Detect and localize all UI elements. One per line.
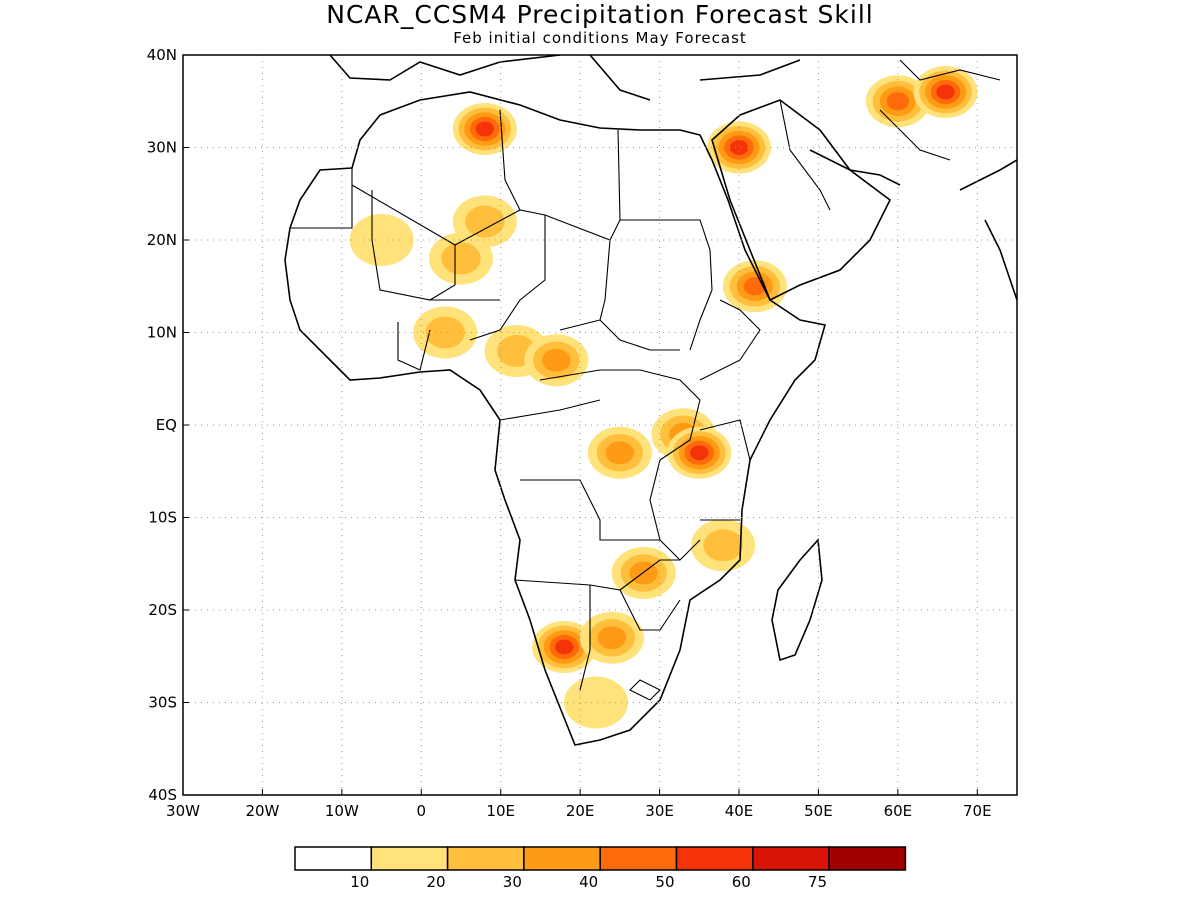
lon-tick-label: 70E xyxy=(963,802,992,820)
skill-region xyxy=(707,121,771,174)
lat-tick-label: 20S xyxy=(148,601,177,619)
lon-tick-label: 10E xyxy=(486,802,515,820)
colorbar-swatch xyxy=(446,846,525,871)
latitude-axis: 40N 30N 20N 10N EQ 10S 20S 30S 40S xyxy=(147,46,189,804)
lat-tick-label: 30S xyxy=(148,694,177,712)
colorbar-swatch xyxy=(599,846,678,871)
lat-tick-label: EQ xyxy=(156,416,177,434)
lat-tick-label: 20N xyxy=(147,231,177,249)
madagascar-coastline xyxy=(771,538,823,662)
lon-tick-label: 0 xyxy=(417,802,427,820)
skill-region xyxy=(579,611,644,664)
persian-gulf-coastline xyxy=(809,149,901,186)
lat-tick-label: 10N xyxy=(147,324,177,342)
skill-region xyxy=(611,547,676,599)
colorbar-tick-label: 50 xyxy=(655,873,674,891)
skill-region xyxy=(587,426,652,479)
skill-region xyxy=(667,426,732,479)
lon-tick-label: 20E xyxy=(566,802,595,820)
skill-region xyxy=(524,334,589,387)
colorbar-tick-label: 40 xyxy=(579,873,598,891)
lat-tick-label: 40S xyxy=(148,786,177,804)
coastlines xyxy=(284,55,1017,746)
gridlines xyxy=(183,55,1017,795)
lon-tick-label: 60E xyxy=(884,802,913,820)
africa-coastline xyxy=(284,91,827,746)
lon-tick-label: 30W xyxy=(166,802,200,820)
europe-coastline xyxy=(329,55,801,101)
lon-tick-label: 40E xyxy=(725,802,754,820)
colorbar-swatch xyxy=(675,846,754,871)
colorbar-swatch xyxy=(370,846,449,871)
india-coastline xyxy=(959,159,1017,301)
skill-region xyxy=(691,519,756,572)
skill-region xyxy=(413,306,478,359)
colorbar-swatch xyxy=(294,846,373,871)
country-borders xyxy=(290,59,1001,701)
skill-shading xyxy=(349,66,978,729)
longitude-axis: 30W 20W 10W 0 10E 20E 30E 40E 50E 60E 70E xyxy=(166,789,992,820)
colorbar-swatch xyxy=(752,846,830,871)
skill-region xyxy=(913,66,978,118)
skill-region xyxy=(429,232,493,285)
colorbar-swatch xyxy=(828,846,907,871)
colorbar-tick-label: 60 xyxy=(732,873,751,891)
colorbar: 10 20 30 40 50 60 75 xyxy=(294,846,907,891)
colorbar-swatch xyxy=(523,846,601,871)
lon-tick-label: 50E xyxy=(804,802,833,820)
colorbar-tick-label: 20 xyxy=(427,873,446,891)
lon-tick-label: 20W xyxy=(245,802,279,820)
lon-tick-label: 10W xyxy=(325,802,359,820)
lat-tick-label: 30N xyxy=(147,139,177,157)
map-subtitle: Feb initial conditions May Forecast xyxy=(453,29,747,47)
map-title: NCAR_CCSM4 Precipitation Forecast Skill xyxy=(326,0,874,29)
colorbar-tick-label: 30 xyxy=(503,873,522,891)
lon-tick-label: 30E xyxy=(645,802,674,820)
lat-tick-label: 10S xyxy=(148,509,177,527)
colorbar-tick-label: 75 xyxy=(808,873,827,891)
lat-tick-label: 40N xyxy=(147,46,177,64)
colorbar-tick-label: 10 xyxy=(350,873,369,891)
